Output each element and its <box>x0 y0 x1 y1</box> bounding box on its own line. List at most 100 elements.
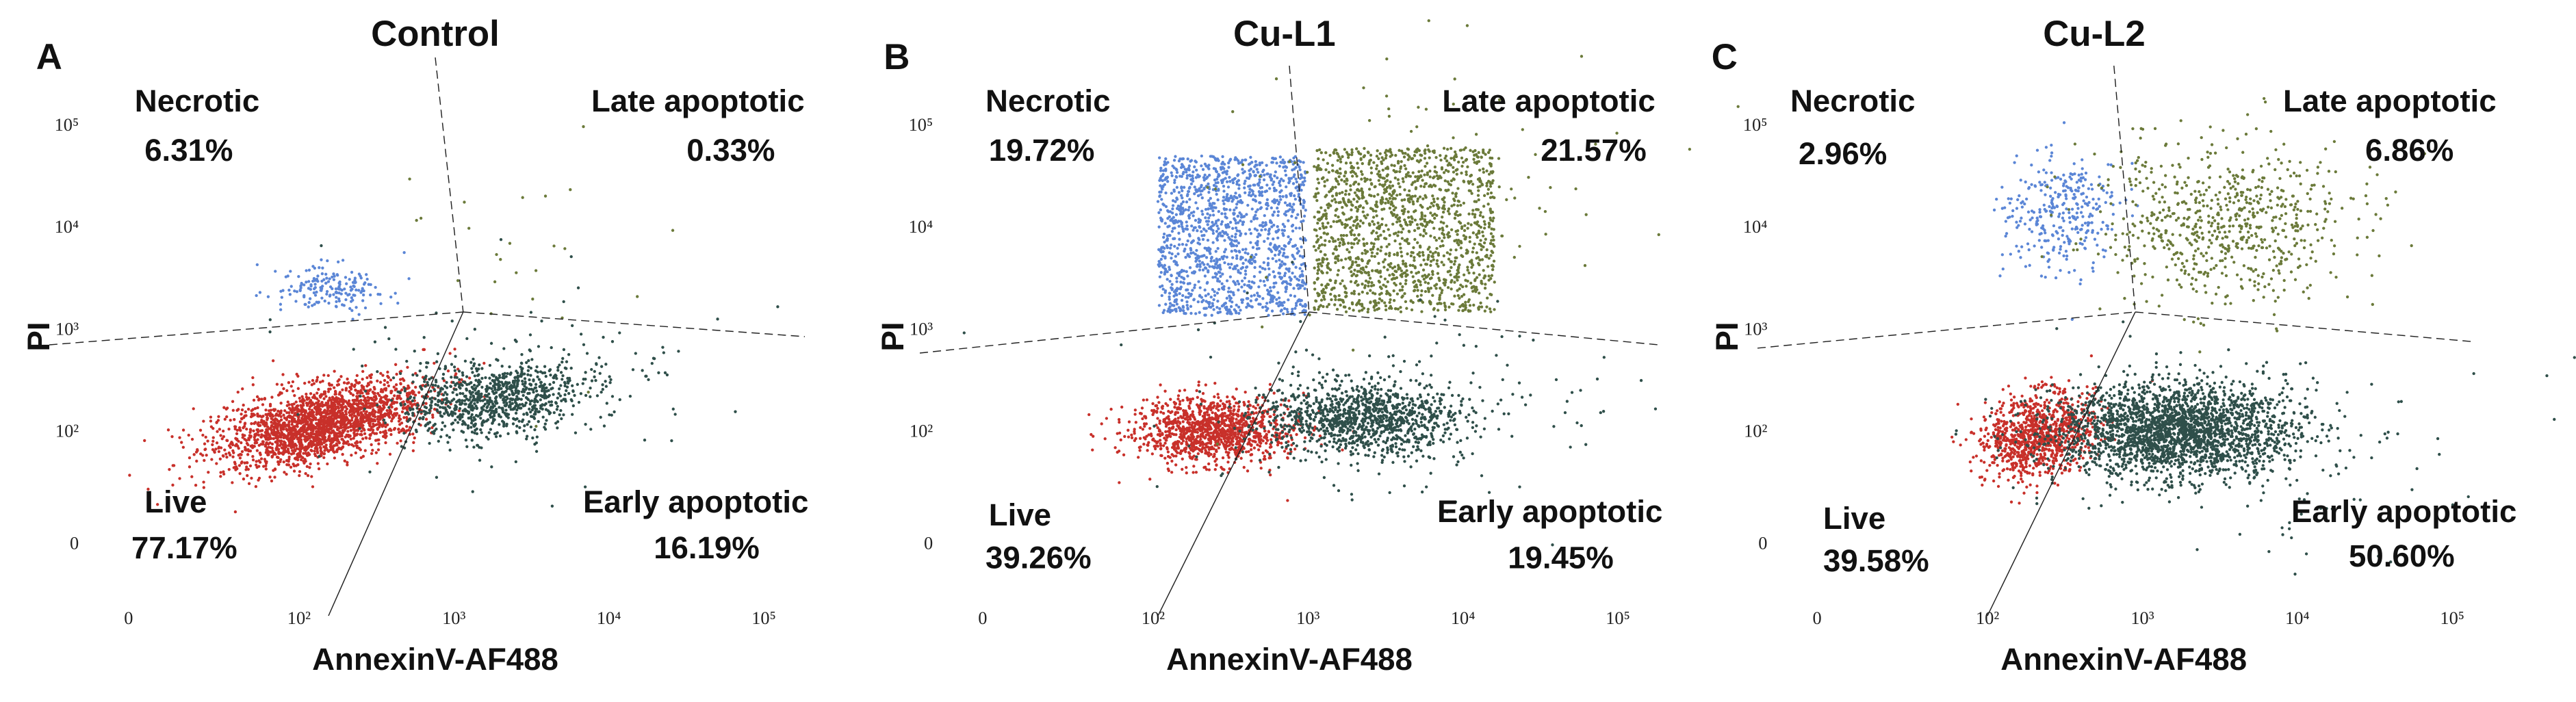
event-dot <box>394 348 398 351</box>
event-dot <box>456 399 460 403</box>
event-dot <box>398 423 402 426</box>
gate-line <box>463 311 806 337</box>
event-dot <box>537 345 541 348</box>
event-dot <box>328 412 331 415</box>
event-dot <box>513 418 517 421</box>
event-dot <box>569 398 573 402</box>
event-dot <box>1278 155 1282 159</box>
event-dot <box>471 371 474 374</box>
event-dot <box>1237 282 1241 286</box>
event-dot <box>520 361 524 365</box>
event-dot <box>322 427 326 430</box>
event-dot <box>1187 254 1191 258</box>
event-dot <box>267 453 270 456</box>
event-dot <box>374 423 378 427</box>
event-dot <box>263 444 268 448</box>
event-dot <box>504 408 508 412</box>
event-dot <box>1200 164 1203 168</box>
event-dot <box>287 381 291 385</box>
event-dot <box>302 452 305 455</box>
event-dot <box>1454 150 1457 154</box>
event-dot <box>383 432 387 436</box>
event-dot <box>324 281 328 285</box>
event-dot <box>1267 247 1271 250</box>
gate-line <box>328 311 464 616</box>
event-dot <box>1384 224 1388 227</box>
event-dot <box>485 395 489 398</box>
event-dot <box>386 370 389 374</box>
event-dot <box>1192 298 1196 302</box>
event-dot <box>1288 276 1291 279</box>
event-dot <box>439 435 443 439</box>
event-dot <box>1193 185 1196 189</box>
event-dot <box>1238 250 1241 254</box>
event-dot <box>1276 225 1279 229</box>
event-dot <box>285 389 289 393</box>
event-dot <box>556 404 559 408</box>
event-dot <box>1159 257 1163 261</box>
event-dot <box>385 402 389 406</box>
event-dot <box>1263 173 1266 177</box>
event-dot <box>535 393 539 398</box>
event-dot <box>1212 308 1215 311</box>
event-dot <box>366 395 370 399</box>
event-dot <box>1249 299 1252 302</box>
event-dot <box>1224 212 1227 216</box>
event-dot <box>1276 236 1280 239</box>
event-dot <box>289 436 292 439</box>
y-tick-label: 0 <box>70 532 79 553</box>
event-dot <box>515 271 518 274</box>
event-dot <box>1277 296 1281 300</box>
event-dot <box>461 380 465 384</box>
event-dot <box>558 363 561 367</box>
event-dot <box>368 374 372 378</box>
quadrant-percent: 16.19% <box>654 530 760 565</box>
event-dot <box>282 460 285 464</box>
event-dot <box>255 294 258 298</box>
event-dot <box>309 462 312 466</box>
event-dot <box>1172 294 1176 298</box>
event-dot <box>279 411 283 415</box>
event-dot <box>1278 194 1282 198</box>
event-dot <box>1168 291 1172 295</box>
event-dot <box>322 423 325 426</box>
event-dot <box>323 299 326 303</box>
event-dot <box>1250 305 1254 309</box>
event-dot <box>1285 185 1288 189</box>
event-dot <box>1210 313 1213 317</box>
event-dot <box>445 434 449 437</box>
event-dot <box>1254 252 1258 257</box>
event-dot <box>282 450 285 453</box>
event-dot <box>363 389 368 393</box>
event-dot <box>359 394 362 398</box>
event-dot <box>1172 159 1176 162</box>
event-dot <box>520 353 524 356</box>
event-dot <box>335 443 339 447</box>
event-dot <box>469 361 473 364</box>
event-dot <box>641 369 644 372</box>
event-dot <box>430 426 434 430</box>
event-dot <box>363 281 367 285</box>
event-dot <box>300 438 303 441</box>
quadrant-percent: 77.17% <box>131 530 237 565</box>
event-dot <box>1252 218 1256 221</box>
event-dot <box>1304 302 1307 307</box>
event-dot <box>299 447 303 451</box>
event-dot <box>336 428 339 432</box>
event-dot <box>1272 296 1276 299</box>
event-dot <box>1209 259 1213 263</box>
event-dot <box>1241 168 1244 171</box>
event-dot <box>1214 222 1218 225</box>
event-dot <box>170 435 174 439</box>
event-dot <box>246 407 250 411</box>
event-dot <box>1161 172 1165 177</box>
event-dot <box>168 468 171 471</box>
event-dot <box>405 359 409 363</box>
event-dot <box>1276 176 1279 180</box>
event-dot <box>487 431 491 434</box>
event-dot <box>289 285 293 288</box>
event-dot <box>270 413 274 417</box>
event-dot <box>1301 181 1304 184</box>
event-dot <box>229 419 232 422</box>
event-dot <box>315 391 319 395</box>
